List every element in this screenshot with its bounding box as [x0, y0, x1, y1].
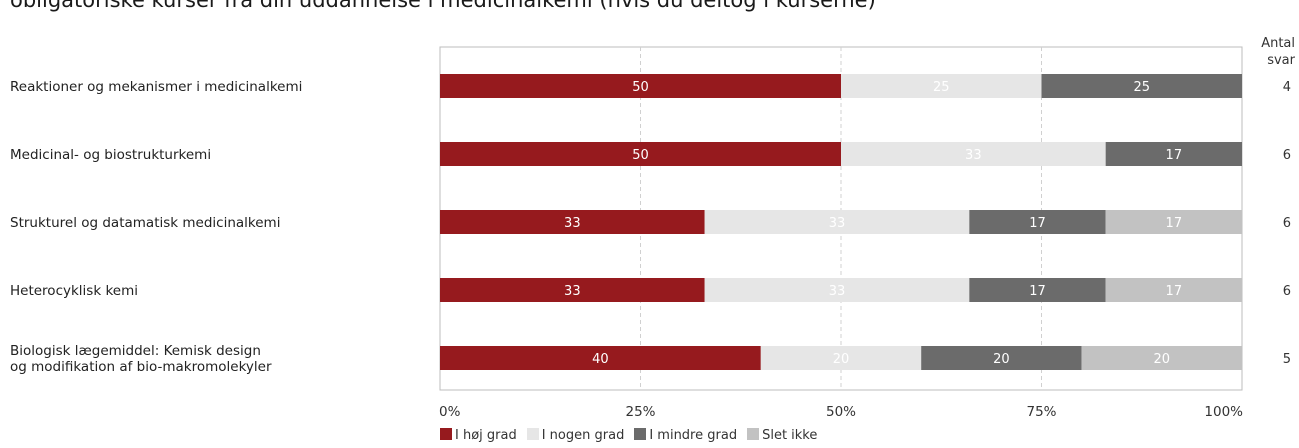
- data-label: 20: [1154, 352, 1171, 367]
- bar-segment: [1081, 346, 1242, 370]
- legend-swatch: [747, 428, 760, 440]
- bar-segment: [921, 346, 1082, 370]
- category-label: Strukturel og datamatisk medicinalkemi: [10, 215, 280, 231]
- data-label: 40: [592, 352, 609, 367]
- bar-segment: [841, 74, 1042, 98]
- bar-segment: [1105, 278, 1242, 302]
- answer-count: 6: [1283, 216, 1291, 231]
- data-label: 20: [993, 352, 1010, 367]
- bar-segment: [440, 142, 841, 166]
- data-label: 17: [1029, 284, 1046, 299]
- answer-count: 6: [1283, 284, 1291, 299]
- data-label: 25: [1133, 80, 1150, 95]
- legend-item: I høj grad: [440, 428, 517, 443]
- legend-swatch: [634, 428, 647, 440]
- legend-swatch: [440, 428, 452, 440]
- chart-title: obligatoriske kurser fra din uddannelse …: [10, 0, 876, 12]
- chart-legend: I høj grad I nogen grad I mindre grad Slet …: [440, 428, 827, 443]
- data-label: 25: [933, 80, 950, 95]
- x-tick-label: 100%: [1204, 404, 1243, 420]
- data-label: 17: [1029, 216, 1046, 231]
- x-tick-label: 25%: [625, 404, 655, 420]
- x-tick-label: 0%: [439, 404, 461, 420]
- legend-item: I nogen grad: [526, 428, 625, 443]
- bar-segment: [440, 346, 761, 370]
- bar-segment: [1105, 142, 1242, 166]
- count-column-header: Antal svar: [1261, 35, 1295, 69]
- bar-segment: [440, 210, 705, 234]
- bar-segment: [1041, 74, 1242, 98]
- data-label: 33: [564, 284, 581, 299]
- legend-item: Slet ikke: [747, 428, 817, 443]
- bar-segment: [440, 278, 705, 302]
- data-label: 33: [564, 216, 581, 231]
- data-label: 17: [1166, 148, 1183, 163]
- answer-count: 5: [1283, 352, 1291, 367]
- category-label: Heterocyklisk kemi: [10, 283, 138, 299]
- data-label: 33: [965, 148, 982, 163]
- count-header-line-2: svar: [1267, 53, 1295, 68]
- data-label: 17: [1166, 284, 1183, 299]
- legend-label: I høj grad: [455, 428, 517, 443]
- legend-swatch: [526, 428, 539, 440]
- legend-item: I mindre grad: [634, 428, 737, 443]
- bar-segment: [440, 74, 841, 98]
- data-label: 50: [632, 148, 649, 163]
- data-label: 33: [829, 284, 846, 299]
- answer-count: 6: [1283, 148, 1291, 163]
- legend-label: I mindre grad: [649, 428, 738, 443]
- x-tick-label: 50%: [826, 404, 856, 420]
- bar-segment: [969, 278, 1106, 302]
- bar-segment: [704, 210, 970, 234]
- data-label: 33: [829, 216, 846, 231]
- category-label: Medicinal- og biostrukturkemi: [10, 147, 211, 163]
- bar-segment: [704, 278, 970, 302]
- data-label: 20: [833, 352, 850, 367]
- count-header-line-1: Antal: [1261, 36, 1295, 51]
- bar-segment: [841, 142, 1106, 166]
- bar-segment: [760, 346, 922, 370]
- data-label: 50: [632, 80, 649, 95]
- answer-count: 4: [1283, 80, 1291, 95]
- legend-label: Slet ikke: [762, 428, 818, 443]
- legend-label: I nogen grad: [541, 428, 625, 443]
- category-label: Reaktioner og mekanismer i medicinalkemi: [10, 79, 302, 95]
- bar-segment: [969, 210, 1106, 234]
- data-label: 17: [1166, 216, 1183, 231]
- x-tick-label: 75%: [1026, 404, 1056, 420]
- bar-segment: [1105, 210, 1242, 234]
- category-label: Biologisk lægemiddel: Kemisk design og mo…: [10, 343, 272, 375]
